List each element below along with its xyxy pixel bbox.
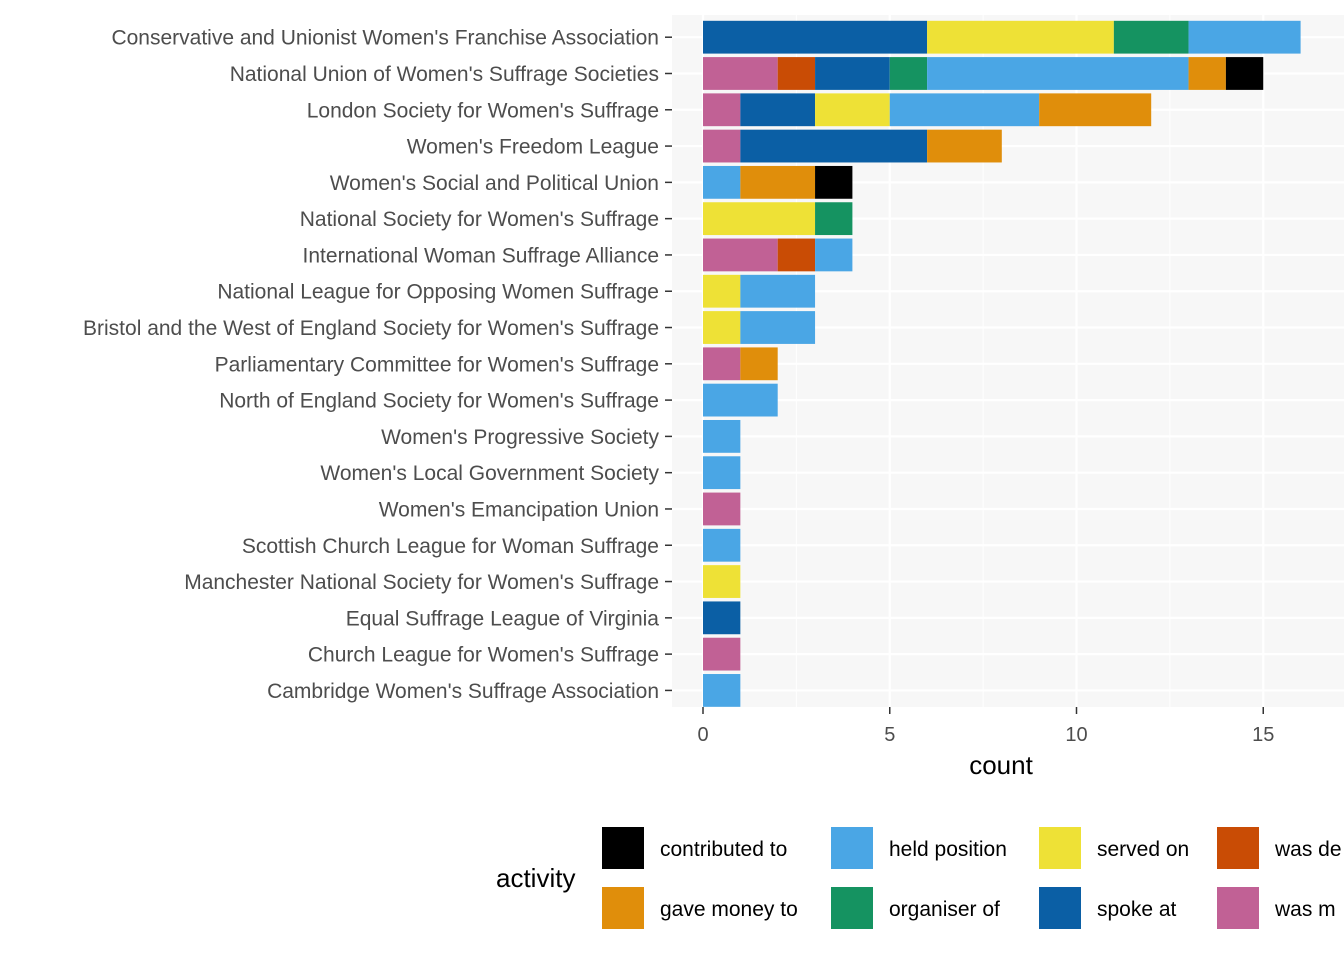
legend: activity contributed to gave money to held… [496, 827, 1342, 929]
bar-segment: Scottish Church League for Woman Suffrag… [703, 528, 741, 562]
bar-segment: International Woman Suffrage Alliance — … [703, 238, 778, 272]
category-label: Church League for Women's Suffrage [308, 644, 659, 667]
x-axis-title: count [969, 750, 1033, 780]
bar-segment: Manchester National Society for Women's … [703, 565, 741, 598]
legend-label: gave money to [660, 898, 798, 921]
category-label: Cambridge Women's Suffrage Association [267, 680, 659, 703]
category-label: Women's Social and Political Union [330, 172, 659, 195]
bar-segment: London Society for Women's Suffrage — ga… [1039, 93, 1152, 127]
bar-segment: Conservative and Unionist Women's Franch… [1113, 20, 1189, 54]
bar-segment: London Society for Women's Suffrage — se… [815, 93, 890, 127]
category-label: Women's Freedom League [407, 136, 659, 159]
x-tick-label: 0 [697, 724, 708, 746]
x-tick-label: 10 [1065, 724, 1087, 746]
bar-segment: National Society for Women's Suffrage — … [703, 202, 816, 236]
legend-key [1039, 887, 1081, 929]
legend-key [1039, 827, 1081, 869]
category-label: Women's Emancipation Union [379, 498, 659, 521]
legend-label: held position [889, 838, 1007, 861]
bar-segment: London Society for Women's Suffrage — he… [889, 93, 1040, 127]
category-label: Women's Local Government Society [320, 462, 659, 485]
bar-segment: National Union of Women's Suffrage Socie… [889, 57, 928, 90]
legend-key [831, 887, 873, 929]
bar-segment: National Union of Women's Suffrage Socie… [1188, 57, 1226, 90]
bar-segment: Women's Social and Political Union — hel… [703, 165, 741, 199]
bar-segment: Equal Suffrage League of Virginia — spok… [703, 601, 741, 635]
bar-segment: Women's Freedom League — spoke at: 5 [740, 129, 928, 163]
category-label: Equal Suffrage League of Virginia [346, 607, 660, 630]
bar-segment: Women's Progressive Society — held posit… [703, 419, 741, 453]
legend-label: was de [1274, 838, 1342, 861]
legend-key [1217, 827, 1259, 869]
legend-title: activity [496, 863, 575, 893]
bar-segment: Parliamentary Committee for Women's Suff… [703, 347, 741, 381]
legend-label: served on [1097, 838, 1189, 861]
bar-segment: National Union of Women's Suffrage Socie… [777, 57, 816, 90]
category-label: International Woman Suffrage Alliance [303, 244, 659, 267]
category-label: National Union of Women's Suffrage Socie… [230, 63, 659, 86]
bar-segment: Conservative and Unionist Women's Franch… [703, 20, 928, 54]
category-label: Bristol and the West of England Society … [83, 317, 659, 340]
legend-key [602, 827, 644, 869]
category-label: Manchester National Society for Women's … [184, 571, 659, 594]
bar-segment: Bristol and the West of England Society … [740, 311, 816, 344]
bar-segment: National Union of Women's Suffrage Socie… [927, 57, 1189, 90]
category-label: National League for Opposing Women Suffr… [217, 281, 659, 304]
bar-segment: International Woman Suffrage Alliance — … [815, 238, 853, 272]
legend-key [1217, 887, 1259, 929]
bar-segment: National Society for Women's Suffrage — … [815, 202, 853, 236]
category-label: National Society for Women's Suffrage [300, 208, 659, 231]
bar-segment: National League for Opposing Women Suffr… [703, 274, 741, 308]
bar-segment: Church League for Women's Suffrage — was… [703, 637, 741, 671]
category-axis: Conservative and Unionist Women's Franch… [83, 27, 672, 703]
category-label: Women's Progressive Society [381, 426, 659, 449]
bar-segment: Women's Social and Political Union — con… [815, 165, 853, 199]
bar-segment: North of England Society for Women's Suf… [703, 383, 778, 417]
bar-segment: Women's Emancipation Union — was member … [703, 492, 741, 526]
bar-segment: Women's Freedom League — gave money to: … [927, 129, 1002, 163]
legend-label: was m [1274, 898, 1336, 921]
bar-segment: Women's Local Government Society — held … [703, 456, 741, 490]
category-label: Scottish Church League for Woman Suffrag… [242, 535, 659, 558]
bar-segment: National Union of Women's Suffrage Socie… [703, 57, 778, 90]
bar-segment: London Society for Women's Suffrage — wa… [703, 93, 741, 127]
bar-segment: Conservative and Unionist Women's Franch… [1188, 20, 1301, 54]
bar-segment: Conservative and Unionist Women's Franch… [927, 20, 1114, 54]
x-tick-label: 15 [1252, 724, 1274, 746]
category-label: North of England Society for Women's Suf… [219, 390, 659, 413]
bar-segment: National Union of Women's Suffrage Socie… [815, 57, 890, 90]
legend-key [831, 827, 873, 869]
bar-segment: International Woman Suffrage Alliance — … [777, 238, 816, 272]
category-label: London Society for Women's Suffrage [307, 99, 659, 122]
x-tick-label: 5 [884, 724, 895, 746]
x-axis: 0 5 10 15 [697, 707, 1274, 746]
bars: Conservative and Unionist Women's Franch… [703, 20, 1301, 707]
legend-label: organiser of [889, 898, 1000, 921]
legend-label: contributed to [660, 838, 787, 861]
bar-segment: Women's Social and Political Union — gav… [740, 165, 816, 199]
bar-segment: National Union of Women's Suffrage Socie… [1225, 57, 1264, 90]
bar-segment: Women's Freedom League — was member of: … [703, 129, 741, 163]
category-label: Parliamentary Committee for Women's Suff… [215, 353, 659, 376]
bar-segment: Cambridge Women's Suffrage Association —… [703, 674, 741, 707]
bar-segment: National League for Opposing Women Suffr… [740, 274, 816, 308]
bar-segment: London Society for Women's Suffrage — sp… [740, 93, 816, 127]
legend-label: spoke at [1097, 898, 1177, 921]
legend-key [602, 887, 644, 929]
category-label: Conservative and Unionist Women's Franch… [111, 27, 659, 50]
bar-segment: Bristol and the West of England Society … [703, 311, 741, 344]
bar-segment: Parliamentary Committee for Women's Suff… [740, 347, 778, 381]
